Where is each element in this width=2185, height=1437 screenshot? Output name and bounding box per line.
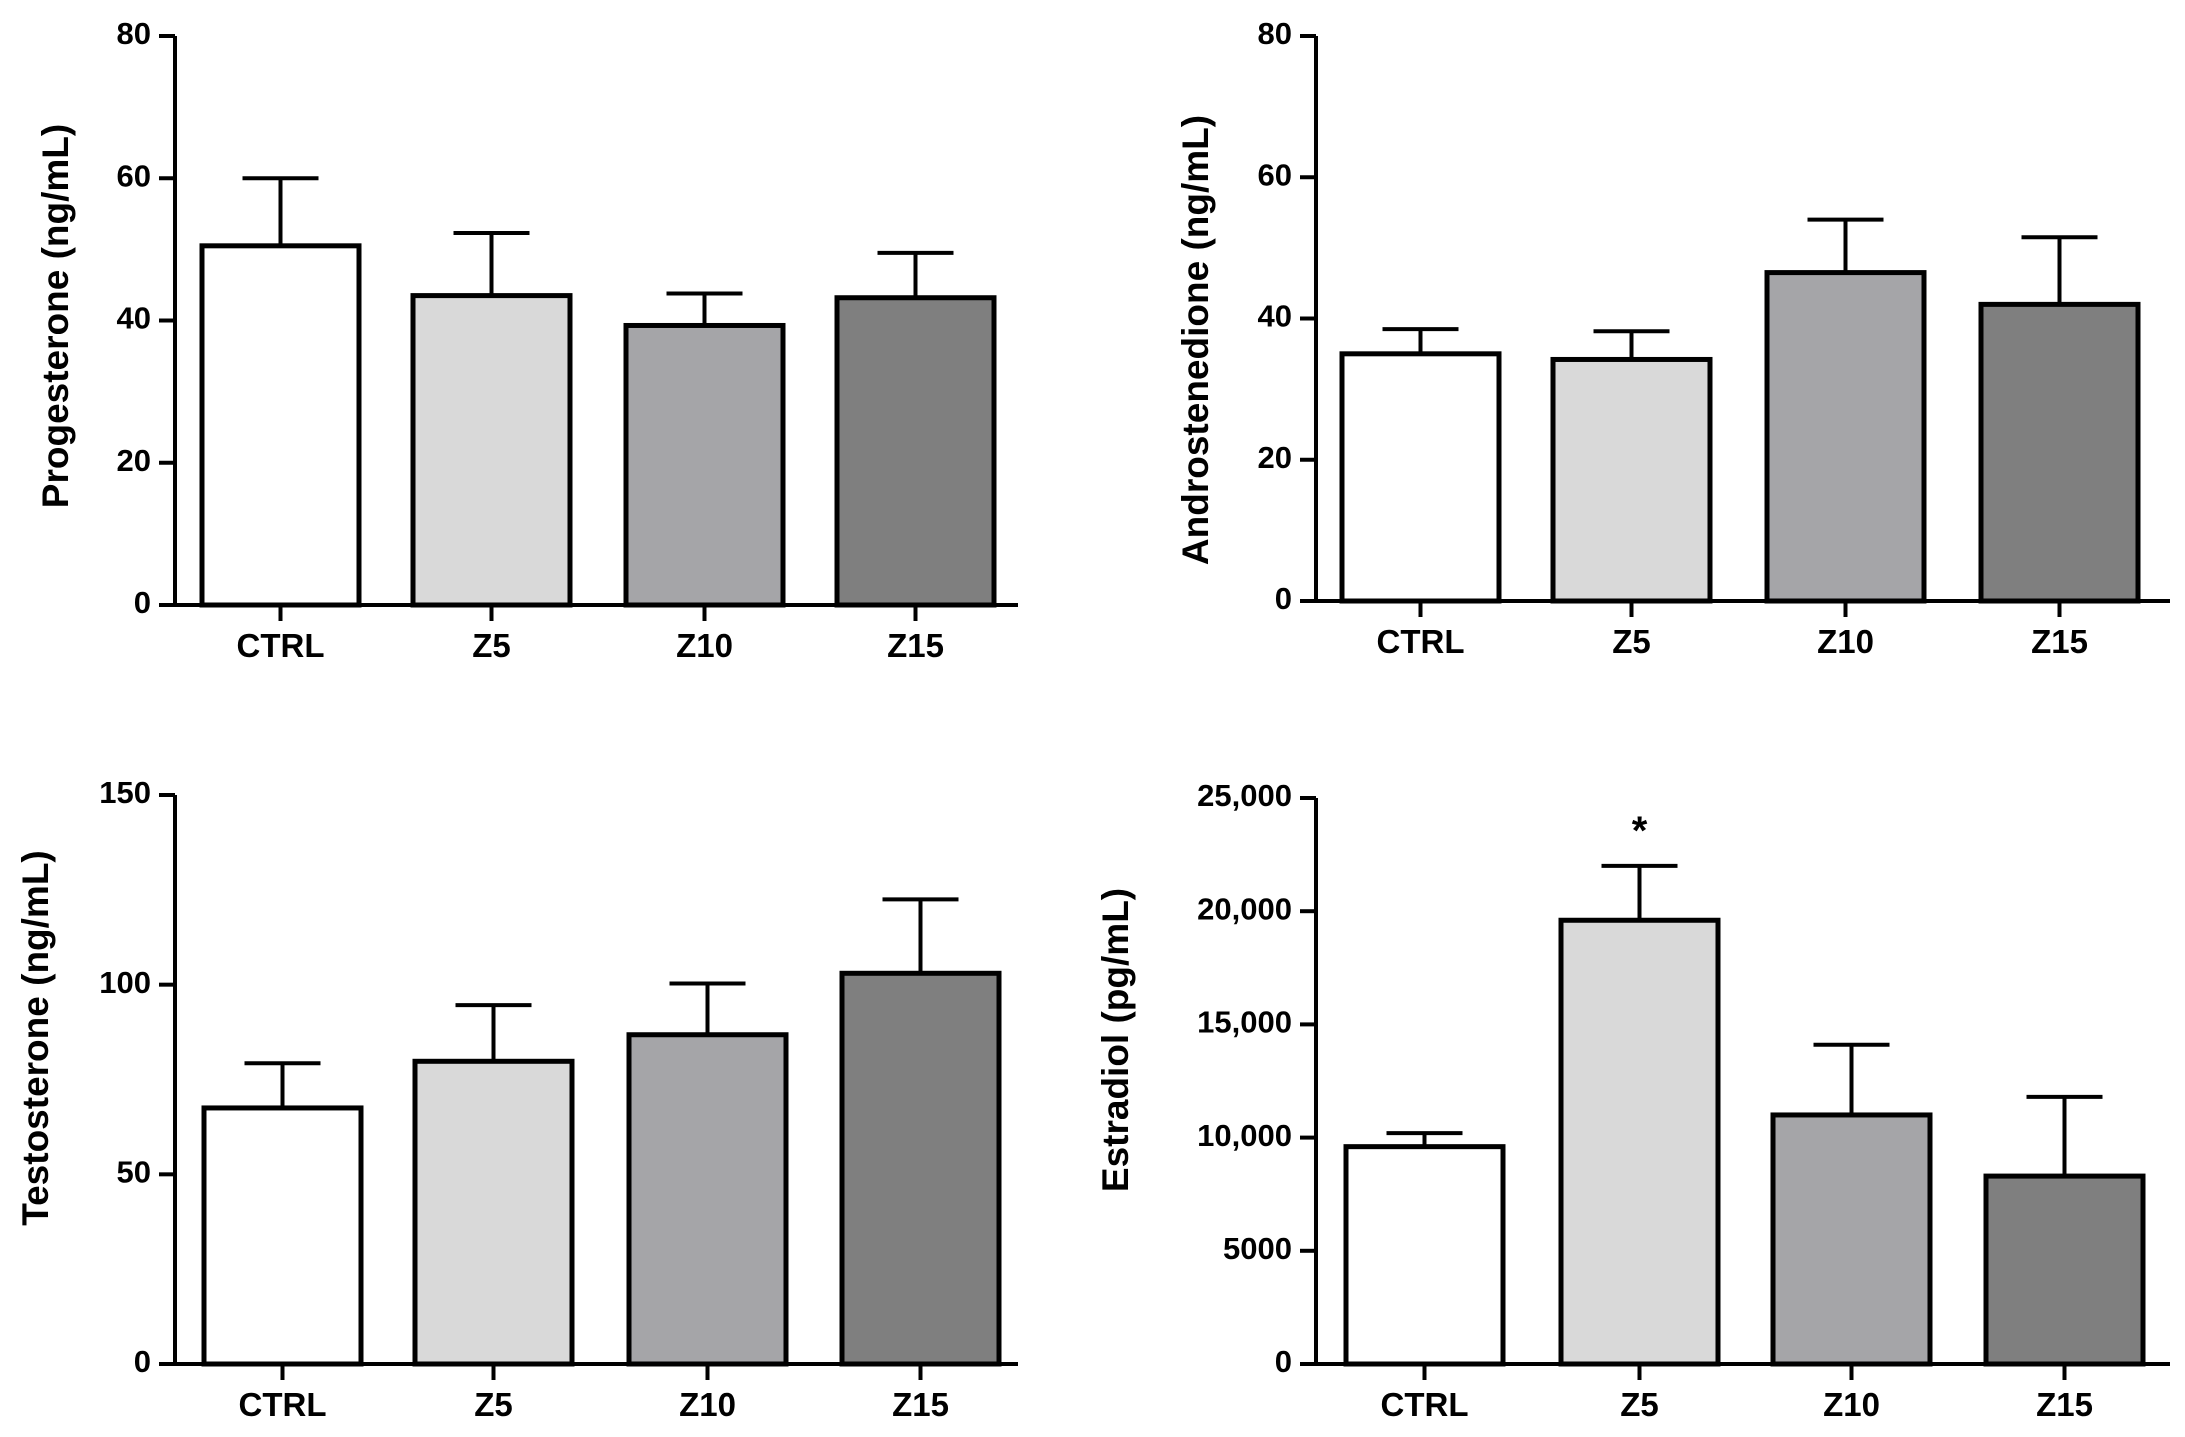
error-bar — [2021, 235, 2098, 305]
y-tick-label: 80 — [117, 16, 151, 51]
error-bar — [1601, 863, 1678, 921]
androstenedione-chart: Androstenedione (ng/mL) 0 20 40 60 80 CTRL Z5 Z… — [1175, 16, 2170, 660]
error-bar — [242, 176, 319, 246]
error-bar — [669, 981, 746, 1035]
bar-ctrl — [1343, 1144, 1506, 1367]
error-bar — [455, 1003, 532, 1062]
y-tick-label: 150 — [99, 775, 151, 810]
y-tick-label: 20 — [1258, 440, 1292, 475]
error-bar — [244, 1061, 321, 1108]
bar-z10 — [626, 1032, 789, 1367]
progesterone-chart: Progesterone (ng/mL) 0 20 40 60 80 CTRL Z5 Z10 Z… — [35, 16, 1018, 664]
y-axis-title: Testosterone (ng/mL) — [15, 850, 56, 1226]
bar-z15 — [834, 295, 997, 608]
bar-z15 — [839, 970, 1002, 1367]
testosterone-chart: Testosterone (ng/mL) 0 50 100 150 CTRL Z5 Z10 Z… — [15, 775, 1018, 1423]
x-tick-label: Z10 — [679, 1386, 736, 1423]
y-tick-label: 20,000 — [1197, 891, 1292, 926]
y-axis-title: Progesterone (ng/mL) — [35, 124, 76, 508]
significance-marker: * — [1632, 809, 1648, 853]
bar-z15 — [1983, 1173, 2146, 1367]
y-tick-label: 0 — [134, 1344, 151, 1379]
y-tick-label: 40 — [1258, 299, 1292, 334]
error-bar — [1386, 1131, 1463, 1147]
bar-z5 — [410, 293, 573, 608]
x-tick-label: CTRL — [1381, 1386, 1469, 1423]
x-tick-label: Z5 — [1620, 1386, 1659, 1423]
x-tick-label: Z15 — [892, 1386, 949, 1423]
y-tick-label: 40 — [117, 301, 151, 336]
estradiol-chart: Estradiol (pg/mL) 0 5000 10,000 15,000 20,00… — [1095, 778, 2170, 1423]
x-tick-label: Z15 — [2031, 623, 2088, 660]
y-tick-label: 0 — [1275, 1344, 1292, 1379]
y-tick-label: 10,000 — [1197, 1118, 1292, 1153]
y-tick-label: 60 — [117, 158, 151, 193]
bar-z15 — [1978, 301, 2141, 604]
error-bar — [453, 231, 530, 296]
error-bar — [882, 897, 959, 974]
y-tick-label: 25,000 — [1197, 778, 1292, 813]
error-bar — [2026, 1094, 2103, 1177]
error-bar — [1807, 217, 1884, 273]
y-tick-label: 0 — [1275, 581, 1292, 616]
y-tick-label: 100 — [99, 965, 151, 1000]
x-tick-label: Z5 — [472, 627, 511, 664]
error-bar — [1813, 1042, 1890, 1115]
y-tick-label: 20 — [117, 443, 151, 478]
bar-ctrl — [199, 243, 362, 608]
bar-z10 — [1770, 1112, 1933, 1367]
x-tick-label: Z10 — [1823, 1386, 1880, 1423]
y-axis-title: Androstenedione (ng/mL) — [1175, 115, 1216, 565]
bar-ctrl — [1339, 351, 1502, 604]
error-bar — [877, 250, 954, 298]
bar-ctrl — [201, 1105, 364, 1367]
bar-z5 — [412, 1058, 575, 1367]
x-tick-label: Z10 — [676, 627, 733, 664]
x-tick-label: Z5 — [1612, 623, 1651, 660]
error-bar — [1382, 327, 1459, 354]
x-tick-label: Z5 — [474, 1386, 513, 1423]
error-bar — [666, 291, 743, 326]
error-bar — [1593, 329, 1670, 360]
bar-z5 — [1550, 356, 1713, 604]
x-tick-label: Z15 — [2036, 1386, 2093, 1423]
x-tick-label: Z10 — [1817, 623, 1874, 660]
bar-z5 — [1558, 917, 1721, 1367]
x-tick-label: CTRL — [237, 627, 325, 664]
y-tick-label: 80 — [1258, 16, 1292, 51]
x-tick-label: Z15 — [887, 627, 944, 664]
y-tick-label: 60 — [1258, 157, 1292, 192]
bar-z10 — [1764, 270, 1927, 604]
x-tick-label: CTRL — [1377, 623, 1465, 660]
x-tick-label: CTRL — [239, 1386, 327, 1423]
y-tick-label: 0 — [134, 585, 151, 620]
bar-z10 — [623, 322, 786, 608]
y-tick-label: 50 — [117, 1155, 151, 1190]
y-axis-title: Estradiol (pg/mL) — [1095, 888, 1136, 1192]
y-tick-label: 5000 — [1223, 1231, 1292, 1266]
y-tick-label: 15,000 — [1197, 1005, 1292, 1040]
